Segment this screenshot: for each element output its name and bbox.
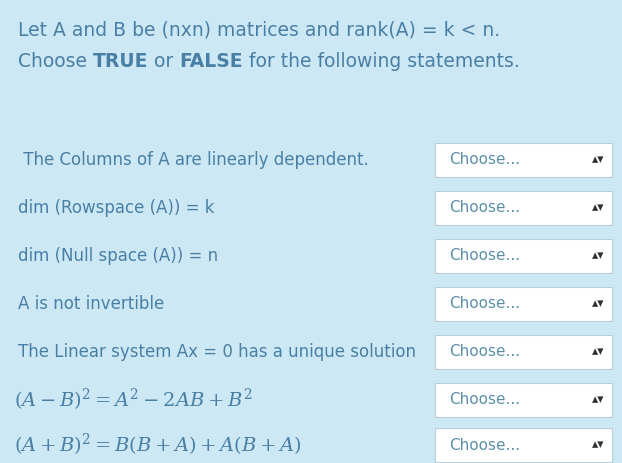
Text: ▴▾: ▴▾ (592, 438, 604, 451)
FancyBboxPatch shape (435, 191, 612, 225)
Text: Choose...: Choose... (449, 152, 520, 168)
Text: ▴▾: ▴▾ (592, 250, 604, 263)
Text: The Linear system Ax = 0 has a unique solution: The Linear system Ax = 0 has a unique so… (18, 343, 416, 361)
Text: ▴▾: ▴▾ (592, 298, 604, 311)
Text: dim (Rowspace (A)) = k: dim (Rowspace (A)) = k (18, 199, 215, 217)
FancyBboxPatch shape (435, 428, 612, 462)
Text: Choose...: Choose... (449, 200, 520, 215)
FancyBboxPatch shape (435, 239, 612, 273)
Text: $(A + B)^2 = B(B + A) + A(B + A)$: $(A + B)^2 = B(B + A) + A(B + A)$ (14, 432, 302, 458)
FancyBboxPatch shape (435, 383, 612, 417)
Text: Choose...: Choose... (449, 344, 520, 359)
Text: Choose...: Choose... (449, 249, 520, 263)
Text: or: or (149, 52, 180, 71)
Text: A is not invertible: A is not invertible (18, 295, 164, 313)
Text: Choose: Choose (18, 52, 93, 71)
Text: ▴▾: ▴▾ (592, 345, 604, 358)
Text: for the following statements.: for the following statements. (243, 52, 520, 71)
Text: Choose...: Choose... (449, 438, 520, 452)
Text: ▴▾: ▴▾ (592, 201, 604, 214)
Text: Choose...: Choose... (449, 393, 520, 407)
FancyBboxPatch shape (435, 143, 612, 177)
Text: FALSE: FALSE (180, 52, 243, 71)
Text: dim (Null space (A)) = n: dim (Null space (A)) = n (18, 247, 218, 265)
Text: The Columns of A are linearly dependent.: The Columns of A are linearly dependent. (18, 151, 369, 169)
Text: Let A and B be (nxn) matrices and rank(A) = k < n.: Let A and B be (nxn) matrices and rank(A… (18, 20, 500, 39)
Text: ▴▾: ▴▾ (592, 394, 604, 407)
FancyBboxPatch shape (435, 335, 612, 369)
Text: Choose...: Choose... (449, 296, 520, 312)
Text: ▴▾: ▴▾ (592, 154, 604, 167)
FancyBboxPatch shape (435, 287, 612, 321)
Text: TRUE: TRUE (93, 52, 149, 71)
Text: $(A - B)^2 = A^2 - 2AB + B^2$: $(A - B)^2 = A^2 - 2AB + B^2$ (14, 387, 253, 413)
